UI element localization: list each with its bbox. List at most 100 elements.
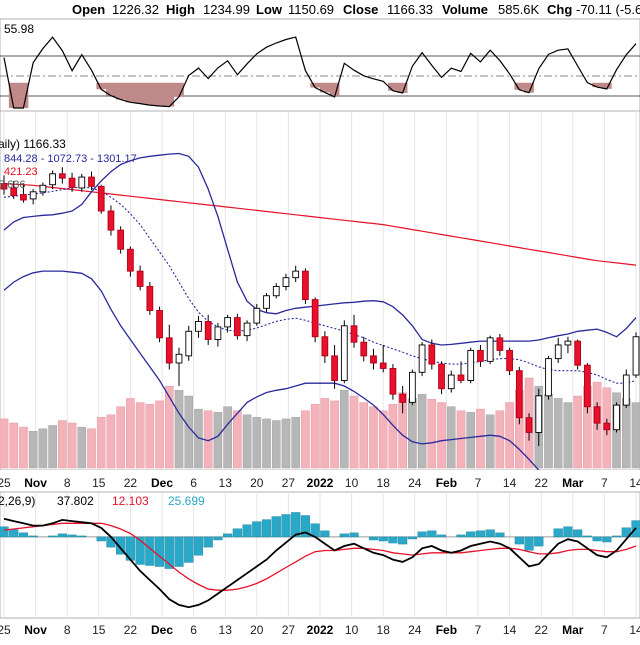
volume-bar (563, 402, 573, 469)
candle-body (486, 337, 494, 362)
volume-bar (213, 412, 223, 469)
candle-body (447, 374, 455, 390)
candle-body (399, 393, 407, 403)
histogram-bar (67, 534, 77, 538)
candle (165, 324, 173, 370)
candle-body (10, 187, 18, 197)
macd-value: 37.802 (57, 494, 94, 508)
candle-body (350, 325, 358, 343)
histogram-bar (77, 535, 87, 538)
histogram-bar (96, 536, 106, 542)
volume-bar (621, 398, 631, 469)
candle-body (564, 340, 572, 346)
x-tick-label: 8 (64, 476, 71, 490)
candle-body (253, 307, 261, 324)
volume-bar (544, 394, 553, 469)
candle (340, 320, 348, 384)
candle (477, 344, 484, 367)
x-tick-label: Nov (24, 623, 47, 637)
volume-bar (388, 403, 398, 469)
candle-body (49, 173, 56, 186)
histogram-bar (602, 536, 612, 543)
x-tick-label: Feb (436, 623, 457, 637)
price-panel: aily) 1166.33 844.28 - 1072.73 - 1301.17… (0, 110, 640, 518)
volume-bar (96, 417, 106, 469)
volume-bar (174, 390, 184, 469)
candle-body (467, 349, 475, 381)
candle (68, 172, 76, 192)
candle-body (515, 370, 523, 419)
histogram-bar (57, 533, 67, 538)
volume-bar (0, 418, 9, 469)
volume-bar (485, 414, 495, 469)
x-tick-label: Dec (151, 623, 173, 637)
candle-body (68, 177, 76, 188)
x-tick-label: 24 (408, 476, 422, 490)
candle (224, 314, 231, 333)
chg-label: Chg (547, 2, 572, 17)
volume-bar (262, 418, 271, 469)
volume-bar (28, 430, 38, 469)
histogram-bar (514, 536, 524, 545)
candle (204, 314, 212, 345)
x-tick-label: 14 (503, 623, 517, 637)
volume-bar (106, 414, 116, 469)
candle (88, 171, 95, 191)
histogram-bar (436, 534, 447, 538)
candle (525, 413, 533, 441)
candle-body (243, 322, 251, 337)
high-label: High (166, 2, 195, 17)
candle-body (593, 406, 601, 424)
x-tick-label: 22 (124, 476, 138, 490)
candle-body (263, 295, 270, 309)
volume-bar (573, 395, 582, 469)
candle (389, 364, 397, 400)
x-tick-label: 15 (92, 476, 106, 490)
histogram-bar (300, 515, 310, 538)
volume-bar (135, 402, 145, 469)
candle (438, 361, 445, 395)
candle-body (409, 371, 416, 403)
candle (545, 355, 552, 400)
candle (107, 205, 115, 236)
volume-bar (417, 394, 427, 469)
volume-value: 585.6K (498, 2, 540, 17)
volume-indicator-value: 5,636 (0, 179, 26, 191)
candle-body (29, 191, 37, 200)
candle (282, 273, 290, 291)
candle-body (379, 362, 387, 369)
candle-body (233, 317, 241, 337)
open-value: 1226.32 (112, 2, 159, 17)
volume-bar (369, 406, 378, 469)
histogram-bar (9, 529, 19, 538)
candle-body (311, 299, 319, 338)
candle (0, 175, 8, 195)
x-tick-label: 7 (475, 623, 482, 637)
x-axis-price-band (0, 470, 640, 492)
x-tick-label: 7 (475, 476, 482, 490)
histogram-bar (48, 535, 58, 538)
volume-bar (38, 428, 48, 469)
volume-bar (301, 410, 310, 469)
histogram-bar (611, 535, 622, 538)
x-tick-label: 24 (408, 623, 422, 637)
candle-body (282, 277, 290, 287)
macd-histogram-value: 25.699 (168, 494, 205, 508)
candle-body (302, 270, 309, 301)
rsi-panel: 55.98 (0, 18, 640, 112)
candle-body (545, 358, 552, 397)
candle (156, 306, 163, 343)
candle-body (428, 344, 436, 365)
candle-body (496, 337, 504, 351)
macd-histogram (0, 512, 640, 569)
candle (486, 335, 494, 365)
candle (185, 325, 193, 361)
x-tick-label: 22 (535, 476, 549, 490)
candle-body (370, 355, 377, 364)
candle (253, 303, 261, 326)
candle-body (632, 336, 640, 376)
candle (58, 167, 66, 184)
rsi-value: 55.98 (4, 22, 34, 36)
x-tick-label: 14 (503, 476, 517, 490)
chg-value: -70.11 (-5.6 (576, 2, 640, 17)
